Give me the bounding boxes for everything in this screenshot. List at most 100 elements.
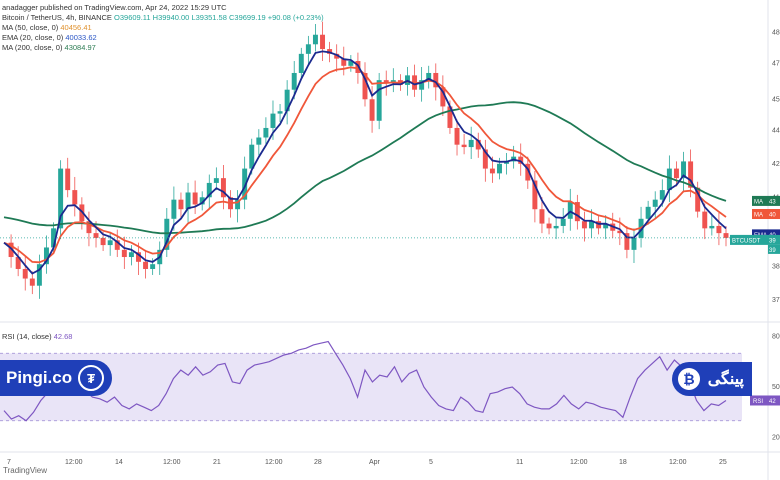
rsi-line[interactable] [3, 340, 727, 422]
ma200-line[interactable] [3, 101, 727, 235]
candle [65, 168, 71, 191]
ema20-legend[interactable]: EMA (20, close, 0) 40033.62 [2, 33, 97, 42]
candle [497, 163, 502, 174]
ema20-line[interactable] [3, 50, 727, 275]
symbol-line: Bitcoin / TetherUS, 4h, BINANCE O39609.1… [2, 13, 324, 22]
candle [631, 237, 637, 250]
ma50-line[interactable] [3, 66, 727, 264]
candle [29, 278, 35, 286]
price-tag-label: BTCUSDT [732, 238, 761, 244]
candle [284, 89, 290, 112]
rsi-tag-label: RSI [753, 399, 763, 405]
candle [114, 240, 120, 250]
candle [539, 209, 545, 224]
candle [206, 182, 212, 198]
candle [376, 80, 382, 121]
candle [532, 180, 538, 210]
ma200-legend[interactable]: MA (200, close, 0) 43084.97 [2, 43, 96, 52]
candle [171, 199, 177, 219]
pingi-watermark-left: Pingi.co ₮ [0, 360, 112, 396]
time-axis-tick: 12:00 [669, 459, 687, 466]
candle [624, 233, 630, 250]
candle [185, 192, 191, 210]
rsi-legend-label: RSI (14, close) [2, 332, 52, 341]
rsi-legend[interactable]: RSI (14, close) 42.68 [2, 332, 72, 341]
bitcoin-icon: ₿ [678, 368, 700, 390]
candle [603, 223, 609, 229]
candle [143, 261, 149, 269]
candle [369, 99, 375, 121]
price-axis-tick: 37 [772, 297, 780, 304]
rsi-axis-tick: 80 [772, 333, 780, 340]
candle [702, 211, 708, 229]
price-tag-value-bg [768, 234, 780, 245]
time-axis-tick: 21 [213, 459, 221, 466]
candle [475, 139, 481, 150]
ma200-legend-label: MA (200, close, 0) [2, 43, 63, 52]
candle [489, 168, 495, 174]
ma200-tag-value-bg [768, 195, 780, 206]
price-axis-tick: 42 [772, 161, 780, 168]
candle [348, 61, 354, 66]
price-axis-tick: 47 [772, 60, 780, 67]
candle [107, 240, 113, 246]
candle [334, 53, 340, 59]
ma200-tag-label: MA [754, 199, 763, 205]
candle [51, 228, 57, 248]
candle [220, 178, 226, 198]
candle [235, 199, 241, 210]
time-axis-tick: 12:00 [65, 459, 83, 466]
candle [504, 161, 510, 164]
candle [298, 53, 304, 73]
candle [482, 149, 488, 169]
candle [617, 230, 623, 234]
pingi-brand-text: Pingi.co [6, 368, 73, 387]
candle [589, 221, 594, 229]
ema-tag-label-bg [752, 229, 768, 240]
candle [277, 111, 283, 114]
time-axis-tick: 28 [314, 459, 322, 466]
candle [22, 268, 28, 279]
candle [256, 137, 262, 145]
ma200-tag-label-bg [752, 195, 768, 206]
candle [86, 221, 92, 234]
published-by-text: anadagger published on TradingView.com, … [2, 3, 227, 12]
candle [659, 190, 665, 200]
candle [433, 72, 439, 88]
time-axis-tick: 18 [619, 459, 627, 466]
candle [72, 190, 78, 205]
candle [341, 58, 347, 66]
candle [43, 247, 49, 265]
candle [454, 127, 460, 145]
candle [645, 206, 651, 219]
price-axis-tick: 44 [772, 127, 780, 134]
rsi-tag-value-bg [768, 395, 780, 406]
candle [320, 34, 326, 50]
candle [93, 233, 99, 238]
candle [242, 168, 248, 200]
candle [36, 264, 42, 286]
symbol-title: Bitcoin / TetherUS, 4h, BINANCE [2, 13, 112, 22]
candle [574, 202, 580, 222]
rsi-legend-value: 42.68 [53, 332, 73, 341]
rsi-tag-label-bg [750, 395, 768, 406]
time-axis-tick: Apr [369, 459, 381, 466]
candle [178, 199, 184, 210]
candle [305, 44, 311, 54]
candle [652, 199, 658, 207]
candle [596, 221, 602, 229]
candle [461, 144, 467, 148]
candle [567, 202, 573, 219]
candle [546, 223, 552, 229]
ma50-legend-label: MA (50, close, 0) [2, 23, 59, 32]
candle [666, 168, 672, 191]
candle [164, 218, 170, 250]
candle [553, 225, 559, 229]
tether-icon: ₮ [78, 365, 105, 391]
ema-tag-value-bg [768, 229, 780, 240]
candle [673, 168, 679, 179]
ma50-legend[interactable]: MA (50, close, 0) 40456.41 [2, 23, 92, 32]
candle [58, 168, 64, 229]
candle [709, 225, 715, 229]
